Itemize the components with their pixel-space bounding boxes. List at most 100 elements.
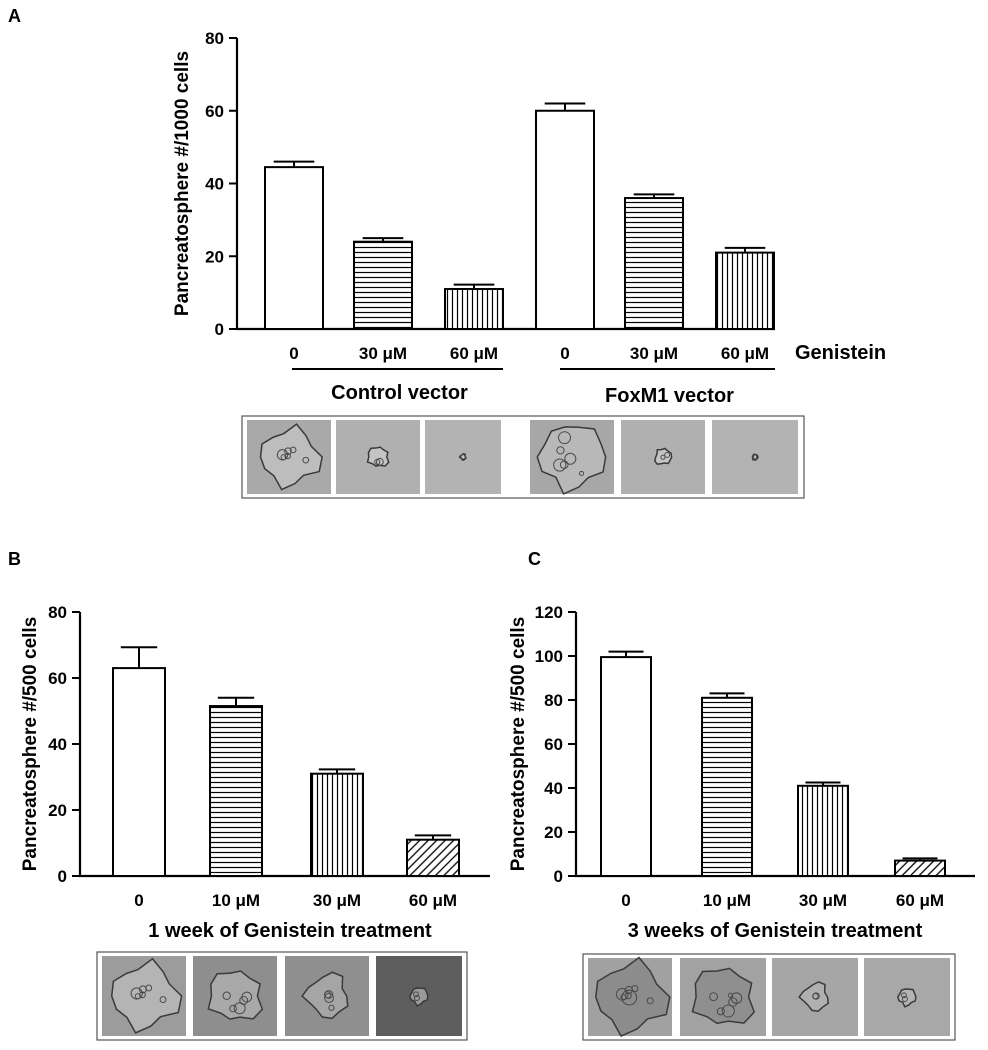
- category-label: 60 μM: [409, 891, 457, 910]
- chart-c: 0 20 40 60 80 100 120 Pancreatosphere #/500 cel…: [508, 603, 975, 942]
- cell: [664, 451, 671, 458]
- cell: [660, 454, 666, 460]
- cell: [413, 991, 419, 998]
- y-tick-label: 120: [535, 603, 563, 622]
- y-tick-label: 20: [205, 247, 224, 266]
- y-axis-label: Pancreatosphere #/1000 cells: [172, 51, 193, 316]
- bar: [797, 784, 849, 877]
- cell: [229, 1004, 237, 1013]
- cell: [302, 456, 310, 464]
- cell: [284, 452, 291, 460]
- chart-b: 0 20 40 60 80 Pancreatosphere #/500 cells 0 10 …: [20, 603, 490, 942]
- category-label: 60 μM: [896, 891, 944, 910]
- y-tick-label: 40: [205, 175, 224, 194]
- category-label: 30 μM: [313, 891, 361, 910]
- bar: [209, 705, 263, 877]
- category-label: 30 μM: [799, 891, 847, 910]
- bar: [715, 251, 775, 330]
- y-tick-label: 0: [554, 867, 563, 886]
- cell: [239, 996, 249, 1005]
- y-axis-label: Pancreatosphere #/500 cells: [20, 617, 41, 872]
- category-label: 0: [134, 891, 143, 910]
- bar: [600, 656, 652, 877]
- cell-cluster: [798, 981, 830, 1012]
- cell: [624, 992, 632, 1000]
- bar: [535, 109, 595, 330]
- y-tick-label: 40: [48, 735, 67, 754]
- cell: [145, 984, 153, 992]
- micrograph-strip-a: [241, 415, 805, 499]
- y-tick-label: 20: [544, 823, 563, 842]
- y-tick-label: 100: [535, 647, 563, 666]
- cell: [721, 1004, 735, 1018]
- cell: [709, 992, 718, 1002]
- cell: [324, 993, 334, 1003]
- cell: [276, 449, 289, 461]
- bar: [406, 838, 460, 878]
- cell: [901, 996, 908, 1003]
- cell-cluster: [595, 956, 671, 1038]
- cell: [413, 995, 420, 1002]
- cell: [460, 454, 466, 460]
- category-label: 60 μM: [450, 344, 498, 363]
- bar: [444, 287, 504, 330]
- category-label: 0: [560, 344, 569, 363]
- bar: [701, 696, 753, 877]
- cell: [233, 1002, 246, 1015]
- cell-cluster: [110, 957, 183, 1034]
- cell: [241, 991, 253, 1003]
- cell-cluster: [207, 970, 264, 1020]
- cell: [139, 991, 146, 999]
- bar: [310, 772, 364, 878]
- y-tick-label: 20: [48, 801, 67, 820]
- cell: [728, 997, 738, 1007]
- panel-letter-a: A: [8, 6, 21, 26]
- cell: [631, 984, 639, 993]
- category-label: 10 μM: [703, 891, 751, 910]
- category-label: 30 μM: [359, 344, 407, 363]
- panel-letter-b: B: [8, 549, 21, 569]
- bar: [112, 667, 166, 877]
- cell: [328, 1004, 335, 1011]
- cell: [289, 446, 297, 454]
- y-tick-label: 60: [48, 669, 67, 688]
- cell: [374, 458, 381, 465]
- cell: [716, 1007, 725, 1016]
- cell: [375, 457, 384, 466]
- cell: [621, 989, 638, 1006]
- cell: [646, 997, 654, 1005]
- cell: [558, 431, 571, 445]
- cell-cluster: [536, 426, 607, 495]
- chart-a: 0 20 40 60 80 Pancreatosphere #/1000 cells 0 30…: [172, 29, 886, 407]
- y-tick-label: 80: [205, 29, 224, 48]
- y-tick-label: 40: [544, 779, 563, 798]
- cell: [812, 992, 819, 1000]
- y-tick-label: 60: [205, 102, 224, 121]
- cell: [159, 996, 167, 1004]
- trailing-label: Genistein: [795, 342, 886, 364]
- cell: [564, 452, 577, 465]
- cell: [578, 470, 585, 476]
- x-axis-label: 1 week of Genistein treatment: [148, 920, 432, 942]
- micrograph-strip-b: [96, 951, 468, 1041]
- y-tick-label: 80: [48, 603, 67, 622]
- category-label: 0: [621, 891, 630, 910]
- y-tick-label: 60: [544, 735, 563, 754]
- bar: [624, 197, 684, 330]
- y-tick-label: 0: [58, 867, 67, 886]
- cell-cluster: [691, 967, 756, 1025]
- bar: [353, 240, 413, 330]
- category-label: 0: [289, 344, 298, 363]
- category-label: 30 μM: [630, 344, 678, 363]
- panel-letter-c: C: [528, 549, 541, 569]
- cell: [222, 991, 231, 1000]
- cell: [730, 992, 743, 1004]
- y-tick-label: 80: [544, 691, 563, 710]
- cell: [727, 992, 734, 999]
- cell: [324, 991, 332, 999]
- strip-frame: [241, 415, 805, 499]
- micrograph-strip-c: [582, 953, 956, 1041]
- category-label: 10 μM: [212, 891, 260, 910]
- x-axis-label: 3 weeks of Genistein treatment: [628, 920, 923, 942]
